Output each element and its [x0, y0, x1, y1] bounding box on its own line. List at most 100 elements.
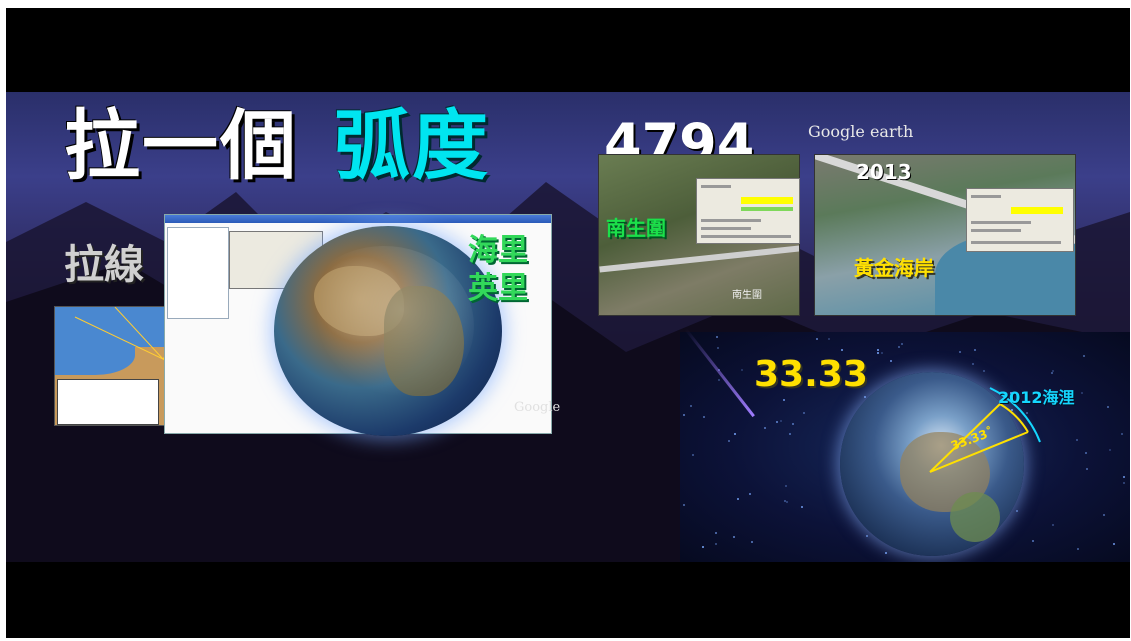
star — [816, 338, 818, 340]
map-data-table — [57, 379, 159, 425]
star — [881, 352, 883, 354]
star — [828, 338, 830, 340]
star — [1107, 406, 1109, 408]
angle-ray — [929, 403, 1001, 473]
dialog-row — [701, 235, 791, 238]
dialog-tab — [701, 185, 731, 188]
star — [877, 349, 879, 351]
video-frame: 拉一個 弧度 拉線 海里 英里 Goo — [6, 8, 1130, 638]
google-earth-logo: Google earth — [808, 122, 914, 141]
star — [783, 399, 785, 401]
google-logo: Google — [514, 400, 560, 415]
dialog-row — [971, 241, 1061, 244]
star — [741, 369, 743, 371]
star — [877, 352, 879, 354]
nautical-arc — [989, 387, 1041, 443]
globe-highlight — [294, 246, 474, 406]
star — [1032, 540, 1034, 542]
star — [716, 336, 718, 338]
star — [803, 412, 805, 414]
dialog-row — [971, 229, 1021, 232]
angle-number: 33.33 — [754, 354, 868, 395]
star — [834, 384, 836, 386]
place-label-nansheng-map: 南生圍 — [732, 290, 762, 301]
globe-landmass — [384, 286, 464, 396]
dialog-highlight — [741, 207, 793, 211]
star — [780, 420, 782, 422]
star — [1010, 392, 1012, 394]
star — [1011, 409, 1013, 411]
pull-line-label: 拉線 — [64, 242, 144, 288]
place-label-gold-coast: 黃金海岸 — [854, 256, 934, 280]
star — [854, 373, 856, 375]
year-2013-label: 2013 — [856, 160, 912, 184]
star — [1121, 433, 1123, 435]
star — [683, 504, 685, 506]
star — [737, 498, 739, 500]
dialog-row — [971, 221, 1031, 224]
map-sea-inlet — [55, 335, 135, 375]
dialog-row — [701, 219, 761, 222]
star — [703, 416, 705, 418]
nautical-mile-label: 海里 英里 — [448, 232, 528, 307]
star — [749, 493, 751, 495]
star — [683, 414, 685, 416]
title-primary: 拉一個 — [64, 101, 298, 190]
google-logo-text: Google — [514, 400, 561, 415]
ruler-dialog-gold-coast — [966, 188, 1074, 252]
star — [764, 427, 766, 429]
star — [1103, 514, 1105, 516]
star — [776, 421, 778, 423]
star — [789, 433, 791, 435]
star — [866, 535, 868, 537]
satellite-photo-gold-coast — [814, 154, 1076, 316]
slide-scene: 拉一個 弧度 拉線 海里 英里 Goo — [6, 92, 1130, 562]
dialog-highlight — [1011, 207, 1063, 214]
star — [1077, 548, 1079, 550]
star — [715, 532, 717, 534]
star — [1109, 449, 1111, 451]
angle-ray — [929, 431, 1029, 473]
dialog-row — [701, 227, 751, 230]
star — [692, 454, 694, 456]
star — [898, 346, 900, 348]
earth-globe-americas — [840, 372, 1024, 556]
star — [1076, 439, 1078, 441]
dialog-tab — [971, 195, 1001, 198]
star — [1123, 476, 1125, 478]
star — [751, 541, 753, 543]
star — [690, 405, 692, 407]
star — [841, 349, 843, 351]
star — [792, 423, 794, 425]
nautical-mile-text: 海里 英里 — [468, 233, 528, 306]
star — [1051, 372, 1053, 374]
star — [1083, 355, 1085, 357]
dialog-highlight — [741, 197, 793, 204]
star — [890, 360, 892, 362]
star — [733, 536, 735, 538]
star — [885, 552, 887, 554]
star — [1113, 543, 1115, 545]
star — [715, 543, 717, 545]
star — [1052, 370, 1054, 372]
star — [864, 396, 866, 398]
star — [1123, 482, 1125, 484]
star — [786, 501, 788, 503]
window-titlebar — [165, 215, 551, 223]
star — [1026, 412, 1028, 414]
globe-landmass — [950, 492, 1000, 542]
star — [983, 370, 985, 372]
angle-indicator — [929, 387, 1041, 473]
star — [785, 485, 787, 487]
angle-arc — [999, 403, 1029, 433]
ruler-dialog-nansheng — [696, 178, 800, 244]
title-highlight: 弧度 — [334, 101, 490, 190]
star — [974, 349, 976, 351]
star — [1052, 524, 1054, 526]
star — [1085, 452, 1087, 454]
photo-road — [599, 243, 799, 273]
star — [959, 351, 961, 353]
star — [717, 347, 719, 349]
places-panel — [167, 227, 229, 319]
nautical-2012-label: 2012海浬 — [998, 388, 1075, 407]
